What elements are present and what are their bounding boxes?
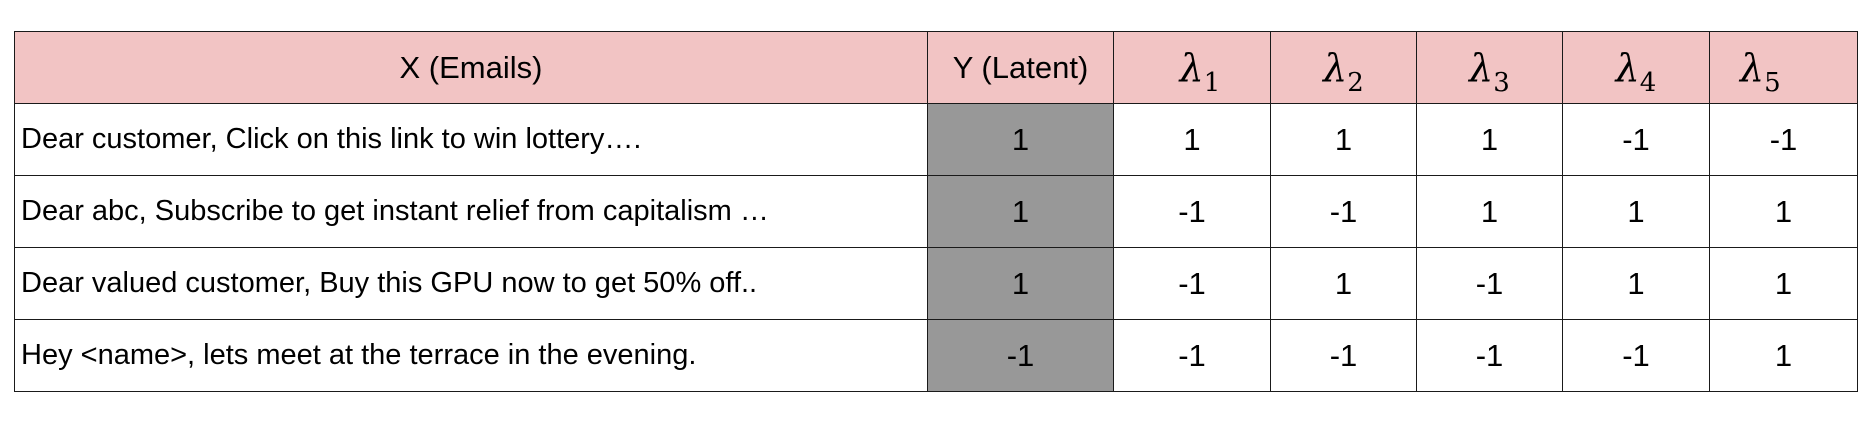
lambda-cell: 1 [1270,103,1417,176]
table-row: Hey <name>, lets meet at the terrace in … [14,319,1858,392]
lambda-cell: -1 [1113,247,1271,320]
header-row: X (Emails) Y (Latent) λ1 λ2 λ3 λ4 λ5 [14,31,1858,104]
table-row: Dear valued customer, Buy this GPU now t… [14,247,1858,320]
header-x-emails: X (Emails) [14,31,928,104]
lambda-cell: 1 [1416,175,1563,248]
latent-cell: 1 [927,103,1114,176]
header-lambda-4: λ4 [1562,31,1710,104]
email-cell: Dear abc, Subscribe to get instant relie… [14,175,928,248]
lambda-subscript: 1 [1203,67,1221,98]
lambda-symbol: λ [1179,45,1204,90]
lambda-symbol: λ [1469,45,1494,90]
lambda-cell: 1 [1562,247,1710,320]
email-cell: Hey <name>, lets meet at the terrace in … [14,319,928,392]
lambda-symbol: λ [1323,45,1348,90]
lambda-cell: 1 [1416,103,1563,176]
lambda-cell: -1 [1113,175,1271,248]
latent-cell: 1 [927,247,1114,320]
header-lambda-3: λ3 [1416,31,1563,104]
lambda-cell: 1 [1709,247,1858,320]
lambda-cell: -1 [1709,103,1858,176]
lambda-cell: -1 [1562,103,1710,176]
header-y-latent: Y (Latent) [927,31,1114,104]
header-lambda-1: λ1 [1113,31,1271,104]
lambda-symbol: λ [1740,45,1765,90]
lambda-subscript: 5 [1764,67,1781,98]
latent-cell: -1 [927,319,1114,392]
lambda-cell: -1 [1416,247,1563,320]
lambda-symbol: λ [1615,45,1640,90]
table-row: Dear customer, Click on this link to win… [14,103,1858,176]
lambda-cell: 1 [1562,175,1710,248]
latent-cell: 1 [927,175,1114,248]
lambda-subscript: 3 [1493,67,1510,98]
header-lambda-5: λ5 [1709,31,1858,104]
lambda-cell: -1 [1416,319,1563,392]
email-cell: Dear valued customer, Buy this GPU now t… [14,247,928,320]
email-cell: Dear customer, Click on this link to win… [14,103,928,176]
lambda-cell: -1 [1270,319,1417,392]
lambda-cell: 1 [1270,247,1417,320]
header-lambda-2: λ2 [1270,31,1417,104]
lambda-cell: -1 [1562,319,1710,392]
table-row: Dear abc, Subscribe to get instant relie… [14,175,1858,248]
lambda-subscript: 4 [1639,67,1657,98]
lambda-cell: 1 [1113,103,1271,176]
lambda-cell: 1 [1709,319,1858,392]
labeling-table: X (Emails) Y (Latent) λ1 λ2 λ3 λ4 λ5 Dea… [14,31,1858,392]
lambda-cell: 1 [1709,175,1858,248]
lambda-cell: -1 [1270,175,1417,248]
lambda-cell: -1 [1113,319,1271,392]
lambda-subscript: 2 [1347,67,1364,98]
